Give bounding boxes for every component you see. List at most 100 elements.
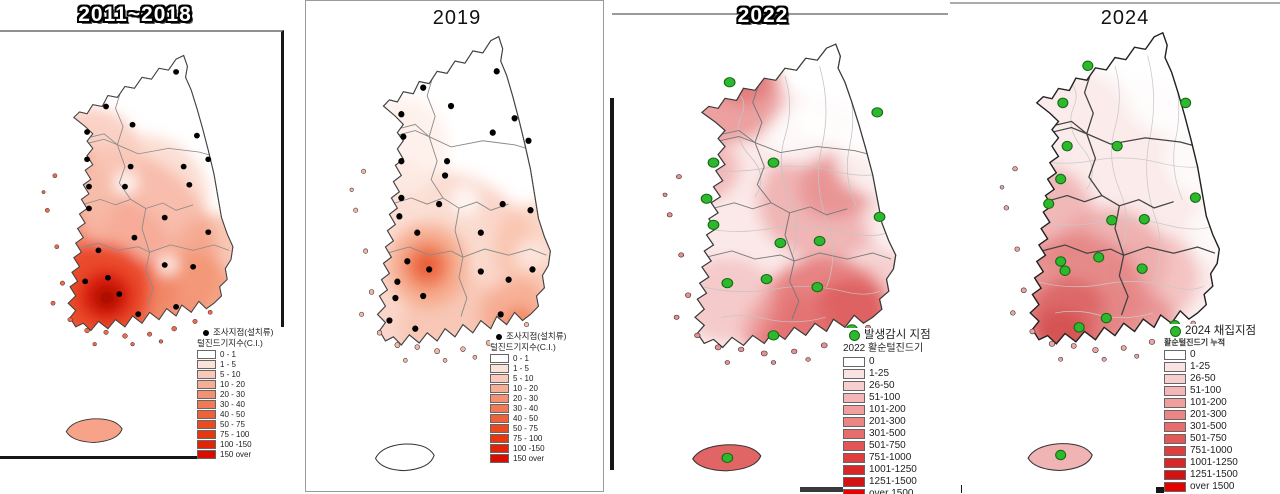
legend-row: 0 - 1 bbox=[197, 350, 287, 359]
legend-items: 0 1-25 26-50 51-100 101-200 201-300 301-500 501… bbox=[843, 356, 961, 494]
legend-row: 50 - 75 bbox=[490, 424, 585, 433]
survey-dot bbox=[404, 258, 411, 265]
survey-dot bbox=[392, 294, 399, 302]
legend-row: 30 - 40 bbox=[490, 404, 585, 413]
legend-point-row: 조사지점(설치류) bbox=[197, 327, 287, 338]
survey-dot bbox=[161, 262, 168, 268]
legend-swatch bbox=[843, 356, 865, 367]
survey-dot bbox=[103, 103, 109, 110]
legend-label: 0 bbox=[869, 356, 875, 367]
legend-label: 301-500 bbox=[1190, 421, 1227, 432]
legend-index-label: 털진드기지수(C.I.) bbox=[197, 338, 263, 348]
legend-swatch bbox=[490, 424, 509, 433]
legend-swatch bbox=[197, 400, 216, 409]
heat-blob bbox=[515, 239, 546, 271]
legend-point-label: 조사지점(설치류) bbox=[506, 331, 567, 341]
survey-dot bbox=[135, 311, 142, 317]
survey-dot bbox=[180, 163, 187, 170]
legend-label: 1 - 5 bbox=[513, 364, 530, 373]
survey-dot bbox=[1082, 60, 1094, 72]
legend-swatch bbox=[1164, 397, 1186, 408]
legend-swatch bbox=[843, 368, 865, 379]
survey-dot bbox=[398, 111, 405, 118]
korea-map-2022 bbox=[662, 43, 897, 472]
legend-swatch bbox=[843, 404, 865, 415]
legend-swatch bbox=[1164, 469, 1186, 480]
legend-label: 75 - 100 bbox=[513, 434, 543, 443]
heat-blob bbox=[1188, 199, 1220, 266]
legend-row: 751-1000 bbox=[1164, 445, 1280, 456]
survey-dot bbox=[774, 237, 787, 249]
legend-label: 301-500 bbox=[869, 428, 906, 439]
legend-swatch bbox=[843, 380, 865, 391]
legend-row: 201-300 bbox=[1164, 409, 1280, 420]
survey-dot bbox=[1180, 97, 1192, 109]
legend-label: 40 - 50 bbox=[513, 414, 538, 423]
legend-row: 100 -150 bbox=[197, 440, 287, 449]
legend-row: 0 bbox=[843, 356, 961, 367]
survey-dot bbox=[186, 181, 193, 188]
panel4-top-border bbox=[950, 2, 1280, 4]
legend-swatch bbox=[197, 390, 216, 399]
legend-index-label: 털진드기지수(C.I.) bbox=[490, 342, 556, 352]
heat-blob bbox=[695, 136, 739, 201]
legend-row: 40 - 50 bbox=[490, 414, 585, 423]
legend-label: 100 -150 bbox=[513, 444, 545, 453]
survey-dot bbox=[412, 325, 419, 332]
survey-dot bbox=[497, 311, 504, 318]
survey-dot bbox=[1136, 263, 1148, 274]
legend-swatch bbox=[1164, 385, 1186, 396]
survey-dot bbox=[173, 304, 180, 310]
survey-dot bbox=[82, 278, 89, 285]
survey-dot bbox=[1111, 140, 1123, 152]
legend-label: 5 - 10 bbox=[220, 370, 241, 379]
legend-label: 26-50 bbox=[1190, 373, 1216, 384]
panel-title-2011-2018: 2011~2018 bbox=[78, 3, 192, 26]
legend-swatch bbox=[490, 434, 509, 443]
black-dot-icon bbox=[496, 333, 502, 340]
legend-swatch bbox=[197, 440, 216, 449]
legend-swatch bbox=[490, 364, 509, 373]
survey-dot bbox=[122, 183, 128, 190]
legend-swatch bbox=[843, 428, 865, 439]
legend-point-row: 조사지점(설치류) bbox=[490, 331, 585, 342]
legend-label: 26-50 bbox=[869, 380, 895, 391]
legend-swatch bbox=[1164, 457, 1186, 468]
legend-label: 50 - 75 bbox=[513, 424, 538, 433]
black-dot-icon bbox=[203, 329, 209, 336]
legend-label: 0 bbox=[1190, 349, 1196, 360]
survey-dot bbox=[443, 158, 451, 165]
legend-label: 1251-1500 bbox=[869, 476, 917, 487]
legend-label: 51-100 bbox=[869, 392, 901, 403]
legend-point-label: 2024 채집지점 bbox=[1185, 325, 1257, 337]
survey-dot bbox=[1073, 322, 1085, 333]
legend-label: 20 - 30 bbox=[513, 394, 538, 403]
legend-label: 100 -150 bbox=[220, 440, 252, 449]
survey-dot bbox=[1189, 192, 1201, 203]
survey-dot bbox=[104, 274, 111, 281]
legend-label: 201-300 bbox=[869, 416, 906, 427]
legend-label: 201-300 bbox=[1190, 409, 1227, 420]
legend-row: 1-25 bbox=[1164, 361, 1280, 372]
legend-row: 26-50 bbox=[843, 380, 961, 391]
legend-label: 501-750 bbox=[1190, 433, 1227, 444]
legend-swatch bbox=[1164, 409, 1186, 420]
legend-label: 1001-1250 bbox=[869, 464, 917, 475]
legend-label: 1-25 bbox=[869, 368, 890, 379]
survey-dot bbox=[873, 211, 886, 222]
legend-label: 40 - 50 bbox=[220, 410, 245, 419]
survey-dot bbox=[767, 157, 780, 168]
heat-blob bbox=[94, 285, 120, 310]
panel-title-2019: 2019 bbox=[432, 7, 482, 29]
legend-row: 1251-1500 bbox=[843, 476, 961, 487]
survey-dot bbox=[721, 278, 734, 289]
legend-row: 20 - 30 bbox=[490, 394, 585, 403]
survey-dot bbox=[511, 115, 518, 122]
survey-points bbox=[386, 68, 536, 332]
survey-dot bbox=[505, 276, 512, 283]
survey-dot bbox=[493, 68, 500, 75]
legend-label: 51-100 bbox=[1190, 385, 1222, 396]
